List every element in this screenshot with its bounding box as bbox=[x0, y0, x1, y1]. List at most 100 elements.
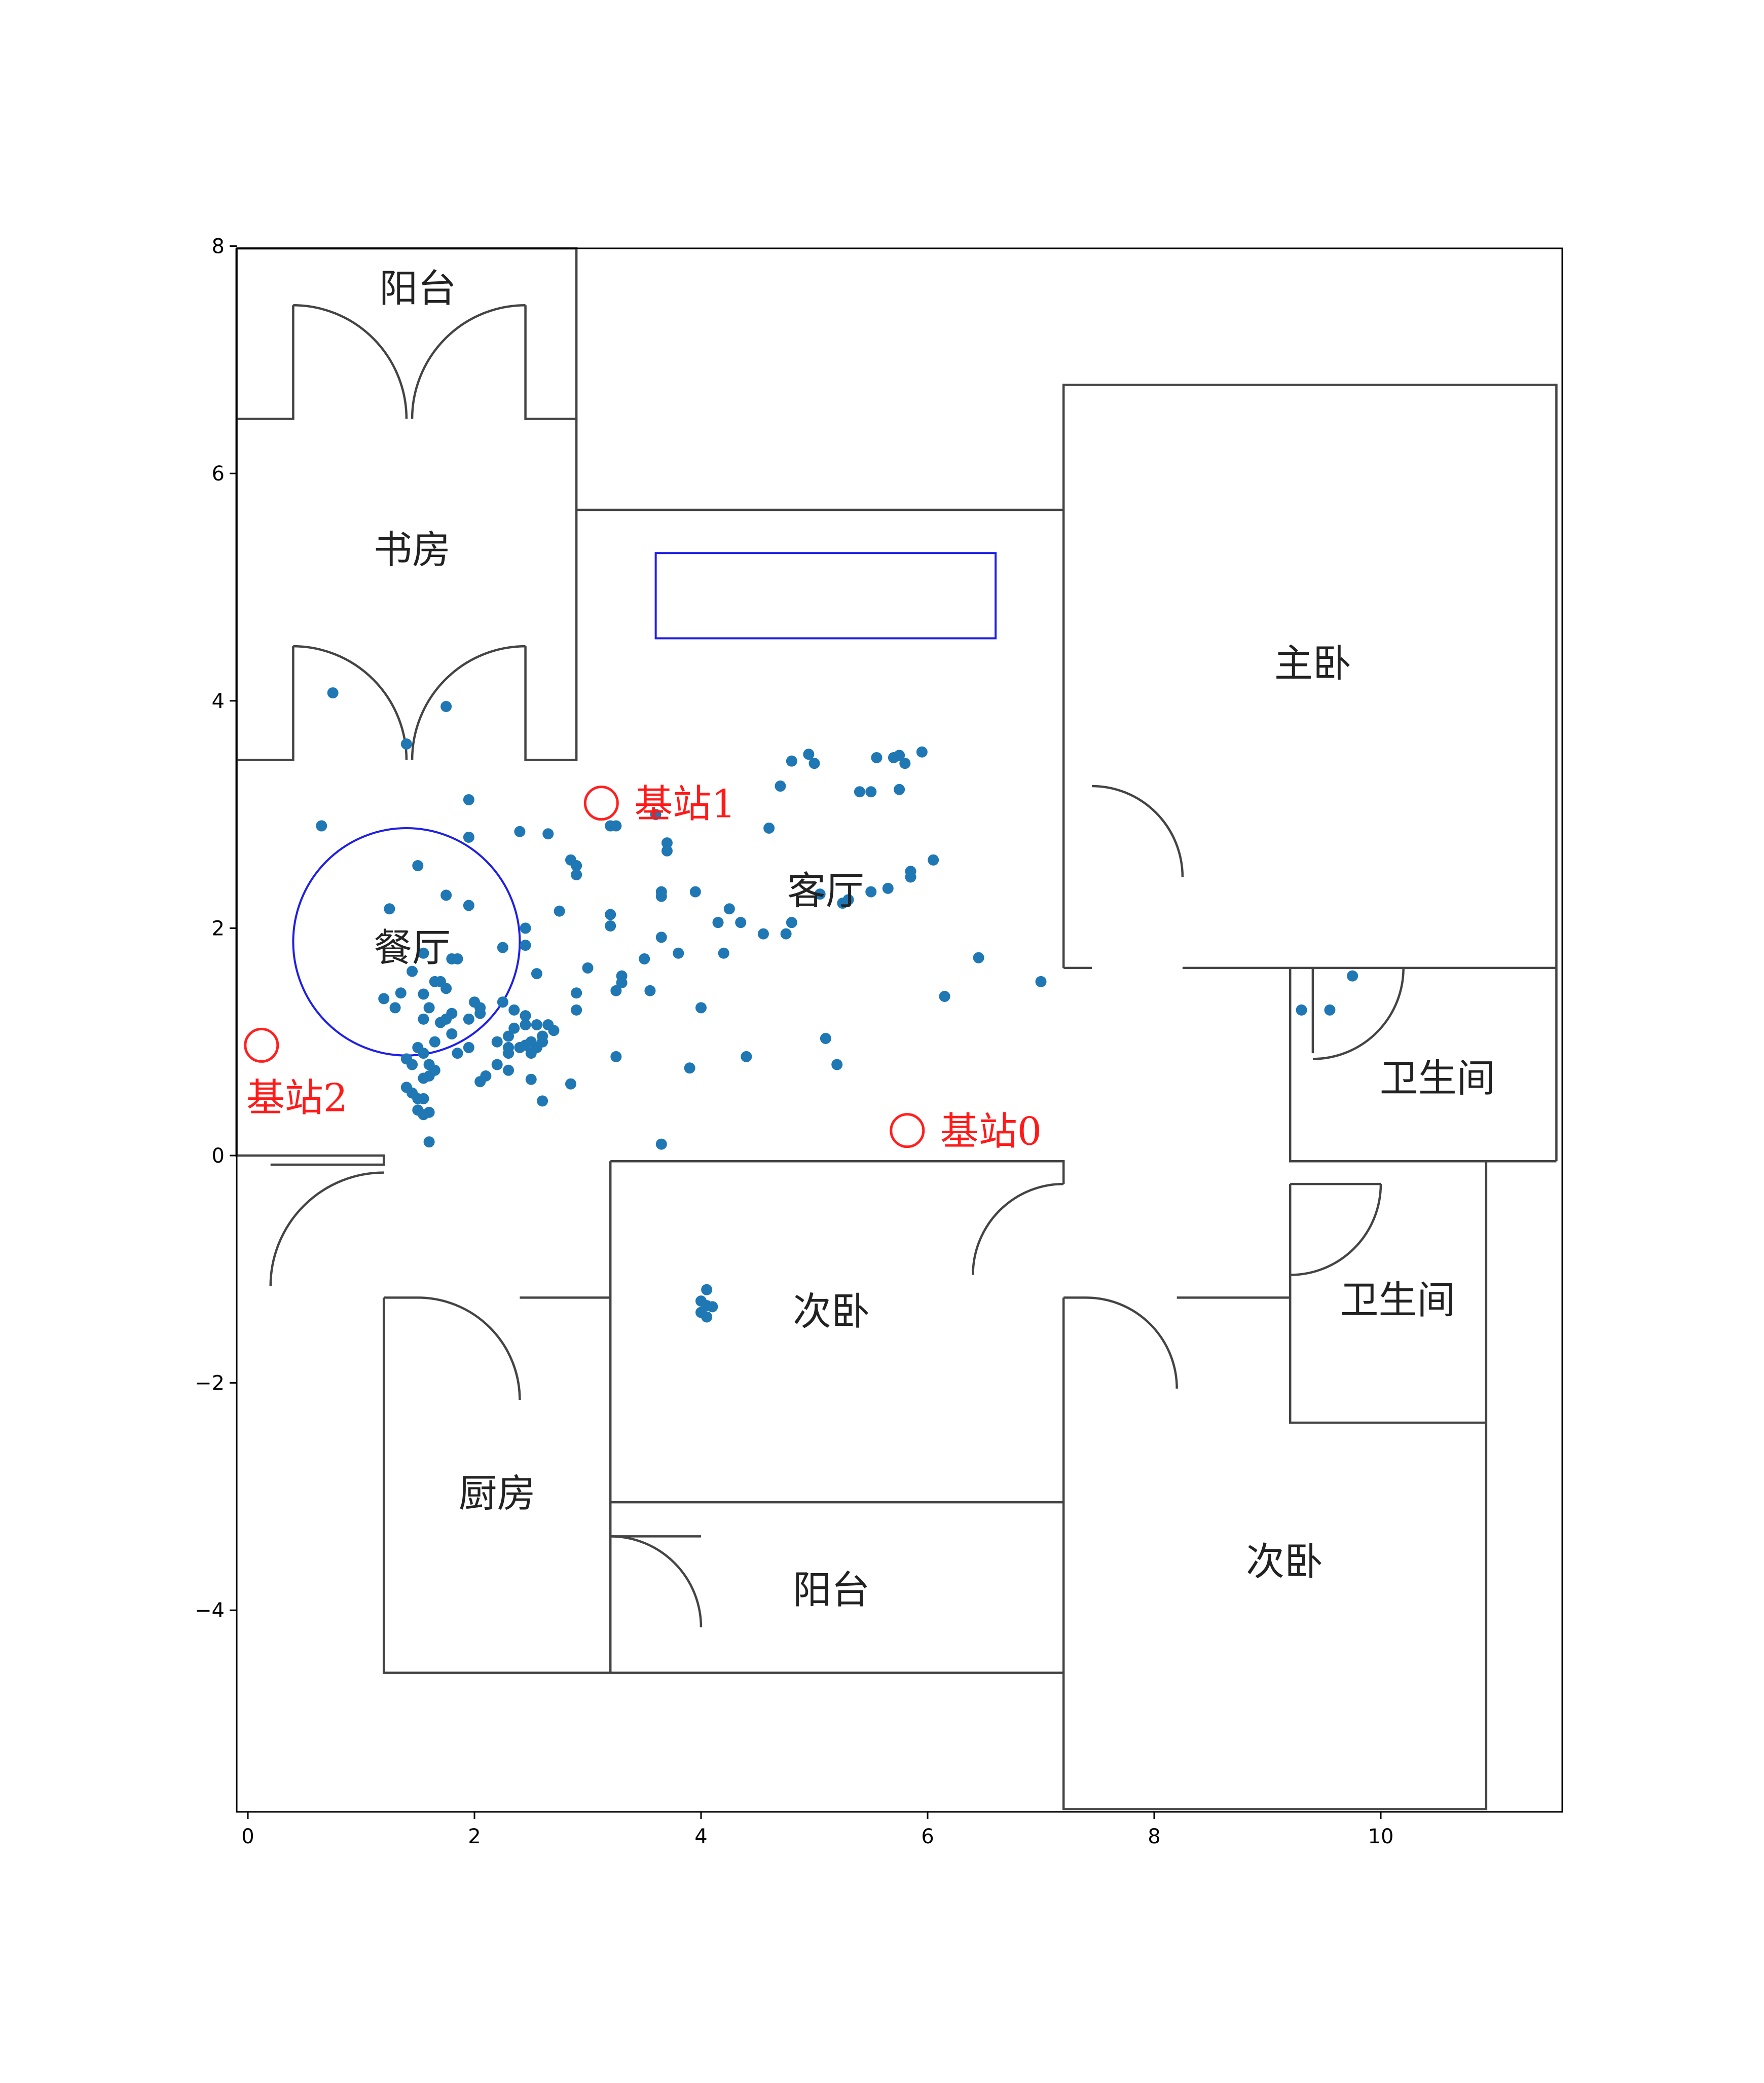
x-tick-label: 10 bbox=[1368, 1825, 1394, 1848]
scatter-point bbox=[673, 947, 684, 959]
y-tick-label: 0 bbox=[212, 1144, 225, 1168]
base-station-label: 基站1 bbox=[634, 782, 736, 827]
room-label: 卫生间 bbox=[1340, 1278, 1456, 1323]
scatter-point bbox=[735, 917, 747, 928]
scatter-point bbox=[508, 1022, 520, 1034]
scatter-point bbox=[655, 932, 667, 943]
scatter-point bbox=[463, 1013, 474, 1025]
door-arc bbox=[972, 1182, 1064, 1275]
base-station-marker bbox=[244, 1027, 279, 1063]
y-tick-label: 4 bbox=[212, 690, 225, 713]
scatter-point bbox=[384, 903, 395, 915]
scatter-point bbox=[463, 794, 474, 805]
wall-segment bbox=[1062, 1160, 1488, 1810]
scatter-point bbox=[655, 890, 667, 902]
door-arc bbox=[293, 304, 408, 419]
wall-segment bbox=[236, 646, 295, 761]
scatter-point bbox=[871, 752, 883, 763]
scatter-point bbox=[775, 780, 786, 792]
door-arc bbox=[1290, 1184, 1382, 1276]
wall-segment bbox=[524, 419, 578, 761]
scatter-point bbox=[718, 947, 729, 959]
door-arc bbox=[269, 1171, 384, 1286]
scatter-point bbox=[605, 920, 616, 932]
room-label: 餐厅 bbox=[374, 925, 451, 970]
scatter-point bbox=[939, 990, 950, 1002]
base-station-label: 基站0 bbox=[940, 1109, 1042, 1154]
scatter-point bbox=[452, 1048, 463, 1059]
scatter-point bbox=[610, 820, 622, 832]
door-arc bbox=[411, 645, 526, 760]
scatter-point bbox=[757, 928, 769, 940]
scatter-point bbox=[463, 900, 474, 911]
scatter-point bbox=[474, 1076, 486, 1088]
scatter-point bbox=[582, 962, 594, 974]
scatter-point bbox=[423, 1106, 435, 1118]
scatter-point bbox=[418, 1048, 429, 1059]
scatter-point bbox=[429, 1064, 440, 1076]
wall-segment bbox=[1062, 383, 1558, 1162]
scatter-point bbox=[610, 1051, 622, 1062]
y-tick-label: 6 bbox=[212, 462, 225, 486]
scatter-point bbox=[418, 988, 429, 1000]
scatter-point bbox=[837, 898, 849, 909]
scatter-point bbox=[882, 882, 894, 894]
door-arc bbox=[411, 304, 526, 419]
scatter-point bbox=[899, 758, 911, 769]
room-label: 厨房 bbox=[459, 1471, 536, 1516]
scatter-point bbox=[644, 985, 656, 996]
scatter-point bbox=[571, 860, 582, 872]
scatter-point bbox=[695, 1002, 707, 1014]
scatter-point bbox=[1296, 1004, 1307, 1016]
room-label: 阳台 bbox=[379, 266, 456, 311]
scatter-point bbox=[491, 1059, 503, 1070]
wall-segment bbox=[1289, 1184, 1486, 1424]
base-station-marker bbox=[583, 786, 619, 821]
scatter-point bbox=[554, 905, 565, 917]
scatter-point bbox=[571, 987, 582, 999]
scatter-point bbox=[418, 1093, 429, 1104]
wall-segment bbox=[382, 1297, 1064, 1674]
x-tick-label: 2 bbox=[468, 1825, 481, 1848]
room-label: 次卧 bbox=[793, 1289, 870, 1334]
blue-rectangle-region bbox=[654, 552, 997, 640]
axis-ticks: 0 2 4 6 8 10 8 6 4 2 0 −2 −4 bbox=[195, 235, 1393, 1848]
door-arc bbox=[293, 645, 408, 760]
scatter-point bbox=[661, 837, 673, 849]
scatter-point bbox=[905, 866, 916, 877]
scatter-point bbox=[378, 993, 390, 1005]
scatter-point bbox=[520, 1039, 531, 1051]
scatter-point bbox=[639, 953, 650, 964]
x-tick-label: 0 bbox=[241, 1825, 254, 1848]
scatter-point bbox=[803, 749, 815, 760]
scatter-point bbox=[508, 1004, 520, 1016]
room-label: 客厅 bbox=[787, 868, 864, 913]
scatter-point bbox=[316, 820, 327, 832]
door-arc bbox=[418, 1296, 521, 1400]
plot-frame bbox=[236, 247, 1563, 1813]
scatter-point bbox=[537, 1095, 548, 1107]
scatter-point bbox=[712, 917, 724, 928]
scatter-point bbox=[894, 784, 905, 795]
scatter-point bbox=[565, 1078, 576, 1090]
scatter-point bbox=[605, 909, 616, 920]
scatter-point bbox=[865, 786, 877, 798]
scatter-point bbox=[407, 965, 418, 977]
scatter-point bbox=[429, 1036, 440, 1048]
scatter-point bbox=[469, 996, 480, 1008]
scatter-point bbox=[407, 1059, 418, 1070]
scatter-point bbox=[531, 968, 542, 980]
scatter-point bbox=[400, 1082, 412, 1093]
scatter-point bbox=[548, 1025, 560, 1036]
scatter-point bbox=[327, 687, 339, 699]
wall-segment bbox=[610, 1160, 1065, 1184]
scatter-point bbox=[525, 1073, 537, 1085]
scatter-point bbox=[650, 809, 662, 821]
scatter-point bbox=[440, 889, 452, 901]
scatter-point bbox=[503, 1030, 514, 1042]
y-tick-label: 2 bbox=[212, 917, 225, 940]
scatter-point bbox=[928, 854, 939, 866]
scatter-point bbox=[1035, 976, 1047, 987]
